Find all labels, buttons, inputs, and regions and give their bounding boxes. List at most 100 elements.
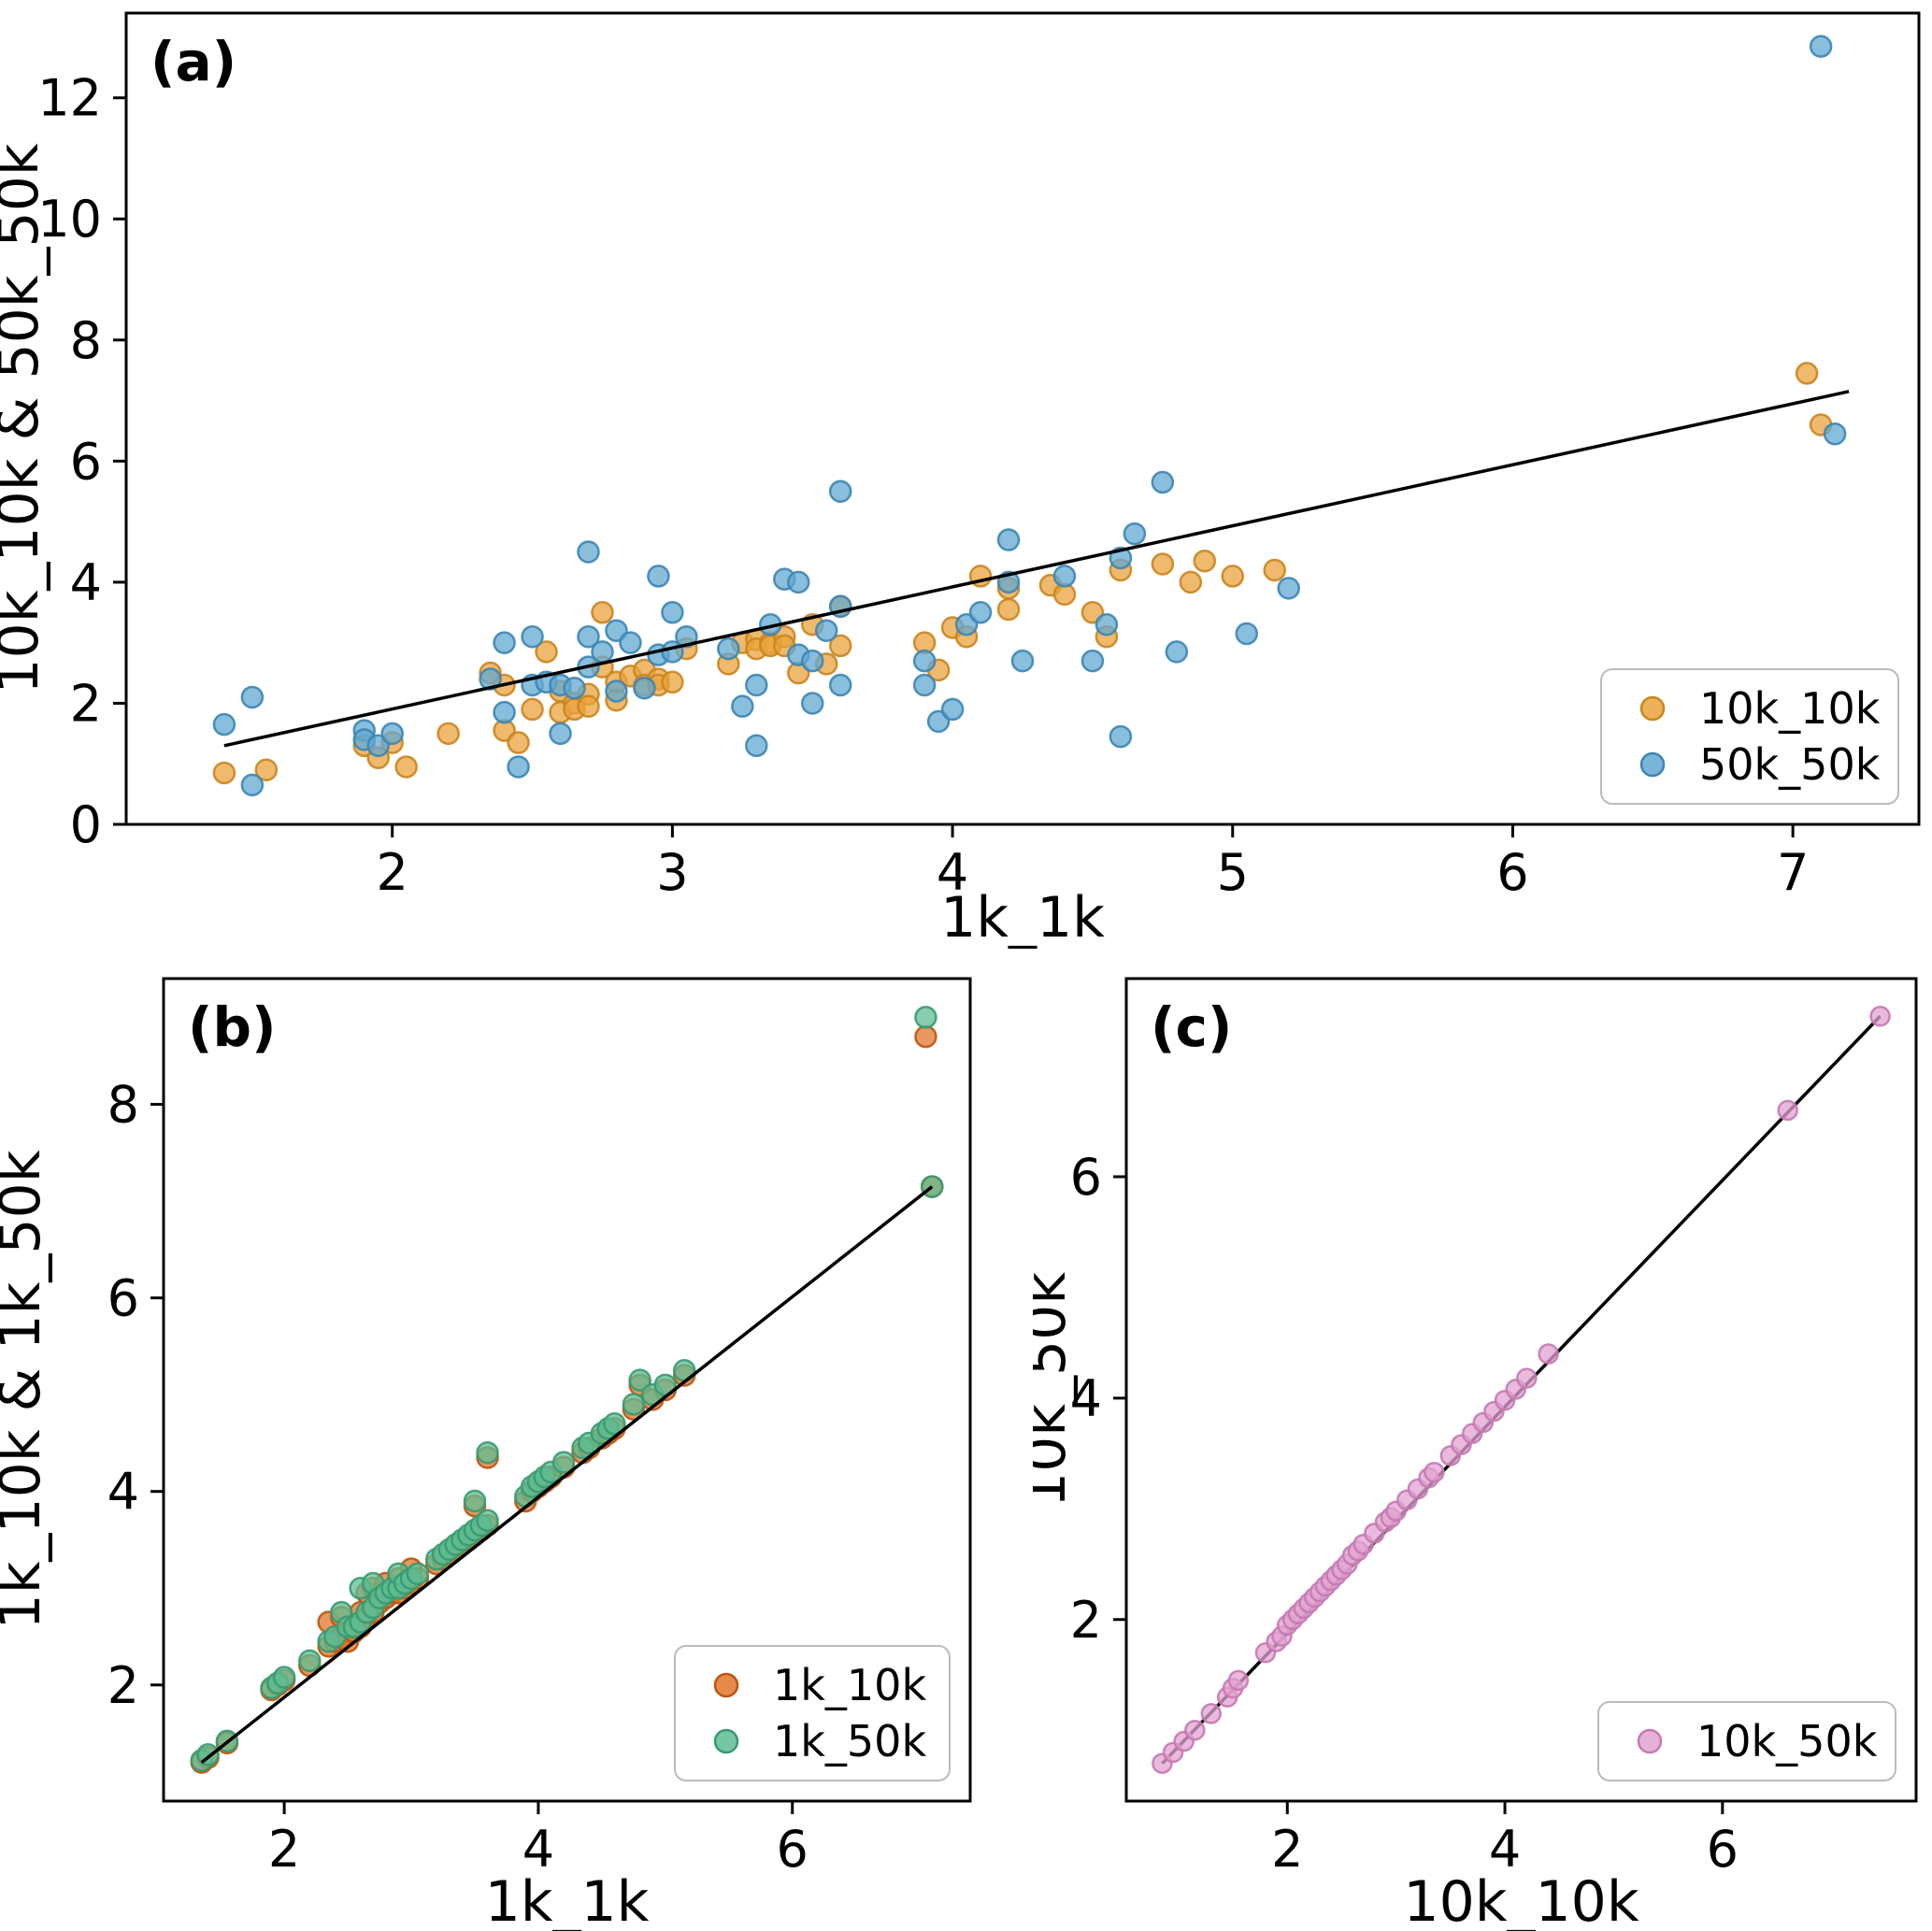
data-point	[406, 1562, 430, 1585]
data-point	[563, 677, 586, 700]
x-axis-label: 1k_1k	[485, 1869, 650, 1931]
data-point	[591, 601, 614, 624]
y-axis-label: 1k_10k & 1k_50k	[0, 1150, 53, 1629]
data-point	[1151, 470, 1175, 494]
data-point	[240, 773, 265, 797]
y-tick-label: 4	[107, 1463, 139, 1522]
data-point	[577, 624, 600, 649]
data-point	[814, 619, 838, 642]
data-point	[1095, 612, 1119, 637]
x-axis-label: 1k_1k	[940, 885, 1105, 949]
data-point	[1516, 1367, 1538, 1389]
legend-marker	[1637, 1728, 1663, 1754]
legend-box	[1600, 668, 1899, 805]
data-point	[1538, 1343, 1559, 1365]
data-point	[828, 479, 852, 503]
x-tick-label: 2	[377, 843, 408, 902]
data-point	[463, 1489, 487, 1513]
x-tick-label: 5	[1217, 843, 1249, 902]
data-point	[551, 1451, 576, 1474]
legend-marker	[1639, 695, 1666, 722]
data-point	[968, 601, 993, 624]
data-point	[1777, 1099, 1798, 1122]
data-point	[1795, 362, 1819, 385]
data-point	[661, 670, 684, 694]
data-point	[577, 540, 600, 564]
data-point	[479, 667, 502, 691]
data-point	[1080, 649, 1105, 673]
data-point	[940, 697, 965, 722]
data-point	[633, 677, 656, 700]
legend-label: 10k_10k	[1699, 683, 1881, 734]
data-point	[436, 722, 460, 746]
data-point	[1123, 522, 1147, 546]
legend-label: 1k_10k	[773, 1660, 926, 1710]
data-point	[298, 1649, 322, 1673]
x-tick-label: 7	[1777, 843, 1809, 902]
y-tick-label: 4	[70, 553, 102, 612]
data-point	[507, 731, 530, 754]
data-point	[914, 1024, 937, 1049]
data-point	[476, 1441, 499, 1465]
data-point	[828, 673, 852, 697]
data-point	[577, 694, 600, 718]
data-point	[1221, 565, 1245, 588]
y-tick-label: 0	[70, 795, 102, 854]
data-point	[1193, 549, 1217, 573]
panel-label: (c)	[1151, 995, 1232, 1059]
data-point	[272, 1666, 296, 1689]
data-point	[1151, 552, 1175, 576]
y-tick-label: 2	[1070, 1591, 1102, 1650]
data-point	[1227, 1669, 1250, 1692]
y-tick-label: 2	[107, 1656, 139, 1715]
data-point	[591, 640, 614, 664]
data-point	[212, 712, 236, 737]
data-point	[603, 1411, 626, 1436]
y-tick-label: 12	[37, 69, 102, 128]
series-1k_50k	[190, 1006, 944, 1772]
data-point	[196, 1743, 220, 1767]
y-tick-label: 8	[70, 311, 102, 370]
data-point	[476, 1509, 499, 1533]
x-tick-label: 6	[777, 1820, 809, 1879]
y-tick-label: 8	[107, 1076, 139, 1135]
data-point	[996, 528, 1021, 551]
x-tick-label: 6	[1707, 1820, 1739, 1879]
x-tick-label: 2	[268, 1820, 300, 1879]
data-point	[493, 700, 516, 724]
data-point	[800, 649, 824, 673]
data-point	[1263, 558, 1286, 582]
data-point	[1277, 577, 1300, 600]
legend: 1k_10k 1k_50k	[674, 1645, 951, 1781]
legend-marker	[713, 1728, 739, 1754]
data-point	[380, 722, 404, 746]
y-tick-label: 4	[1070, 1369, 1102, 1428]
legend: 10k_50k	[1597, 1701, 1896, 1781]
x-tick-label: 4	[1489, 1820, 1521, 1879]
data-point	[1869, 1006, 1891, 1027]
data-point	[1010, 649, 1035, 673]
y-tick-label: 6	[70, 432, 102, 491]
panel-label: (a)	[150, 30, 236, 93]
data-point	[535, 640, 558, 664]
y-tick-label: 2	[70, 674, 102, 733]
x-tick-label: 3	[656, 843, 688, 902]
series-10k_50k	[1152, 1006, 1891, 1774]
data-point	[507, 755, 530, 779]
data-point	[675, 624, 698, 649]
panel-a-scatter-plot: 2 3 4 5 6 7 0 2 4 6 8 10 12 1k_1k 10k_10k & 50k_50k (a)…	[0, 11, 1921, 949]
data-point	[731, 694, 754, 718]
y-tick-label: 6	[1070, 1148, 1102, 1207]
fit-line	[223, 390, 1850, 748]
panel-label: (b)	[188, 995, 277, 1059]
data-point	[605, 679, 628, 703]
data-point	[1052, 565, 1077, 588]
legend-label: 50k_50k	[1699, 739, 1881, 790]
data-point	[1823, 422, 1847, 446]
legend-label: 10k_50k	[1696, 1716, 1878, 1767]
x-tick-label: 4	[937, 843, 968, 902]
legend-box	[1597, 1701, 1896, 1781]
data-point	[521, 697, 544, 722]
